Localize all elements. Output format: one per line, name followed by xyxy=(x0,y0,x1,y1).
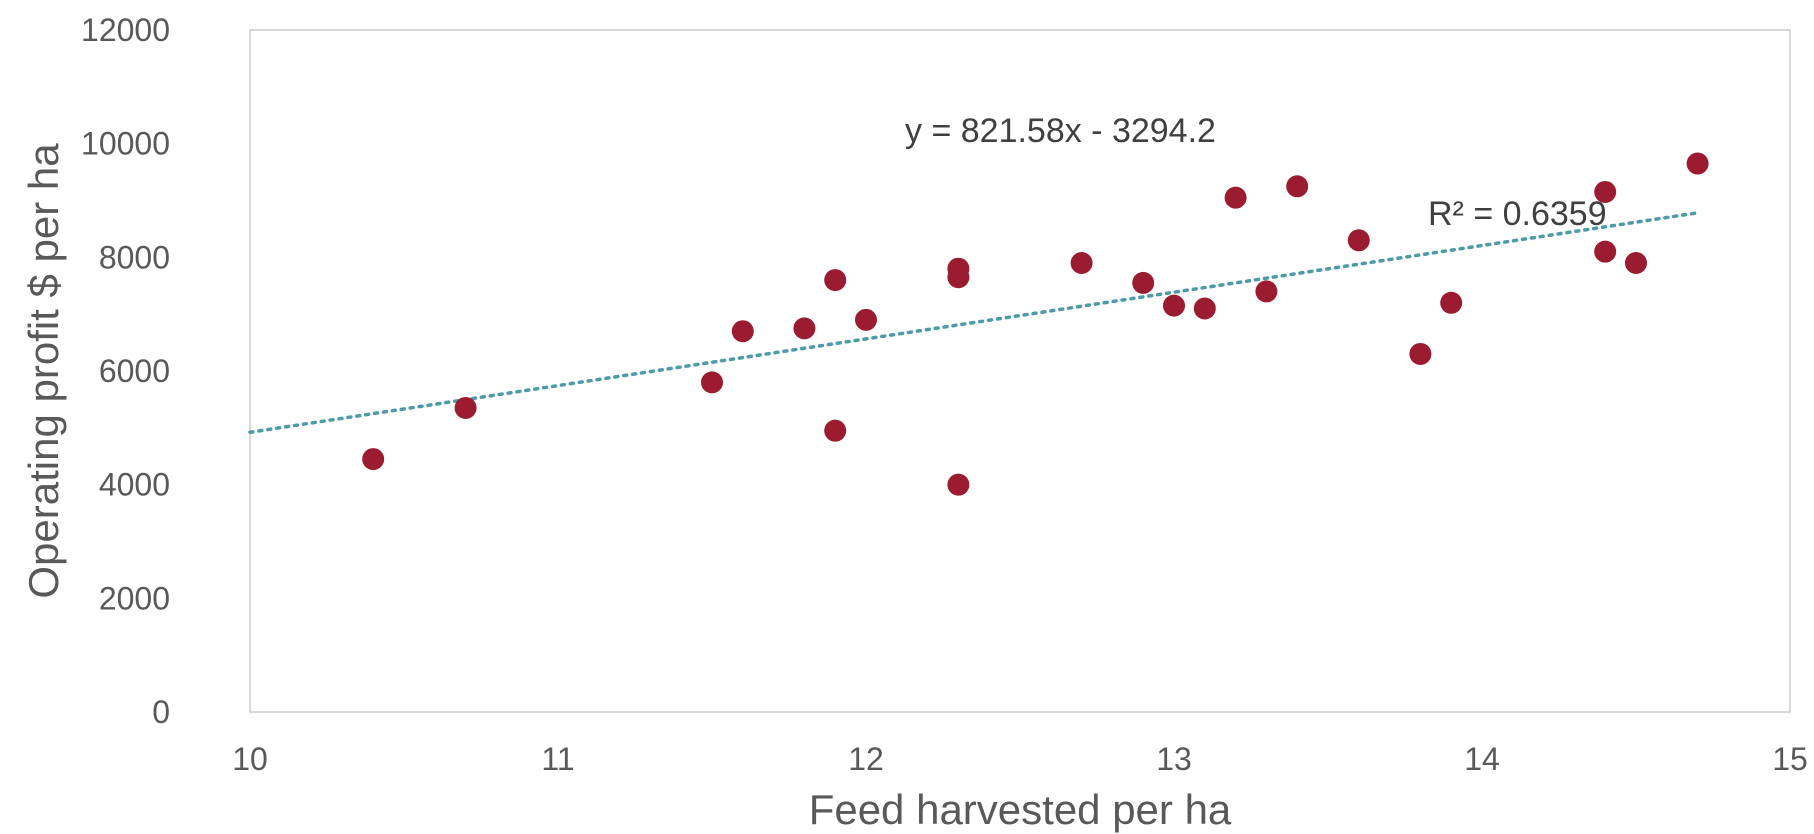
y-tick-label: 4000 xyxy=(99,467,170,503)
data-point xyxy=(947,474,969,496)
data-point xyxy=(1625,252,1647,274)
data-point xyxy=(855,309,877,331)
x-tick-label: 14 xyxy=(1464,741,1500,777)
data-point xyxy=(824,269,846,291)
trendline-r-squared: R² = 0.6359 xyxy=(1428,195,1607,233)
data-point xyxy=(732,320,754,342)
y-tick-label: 6000 xyxy=(99,353,170,389)
y-tick-label: 8000 xyxy=(99,239,170,275)
data-point xyxy=(1225,187,1247,209)
data-point xyxy=(824,420,846,442)
data-point xyxy=(362,448,384,470)
y-tick-label: 0 xyxy=(152,694,170,730)
x-tick-label: 15 xyxy=(1772,741,1808,777)
data-point xyxy=(1286,175,1308,197)
y-tick-label: 12000 xyxy=(81,12,170,48)
data-point xyxy=(947,258,969,280)
data-point xyxy=(1132,272,1154,294)
data-point xyxy=(1687,153,1709,175)
y-tick-label: 10000 xyxy=(81,126,170,162)
y-tick-labels: 0 2000 4000 6000 8000 10000 12000 xyxy=(81,12,170,730)
x-axis-title: Feed harvested per ha xyxy=(809,786,1232,833)
y-tick-label: 2000 xyxy=(99,580,170,616)
data-point xyxy=(455,397,477,419)
data-point xyxy=(1255,280,1277,302)
data-point xyxy=(1163,295,1185,317)
data-point xyxy=(793,317,815,339)
data-point xyxy=(1440,292,1462,314)
x-tick-label: 10 xyxy=(232,741,268,777)
data-point xyxy=(701,371,723,393)
data-point xyxy=(1409,343,1431,365)
x-tick-label: 11 xyxy=(541,741,574,777)
x-tick-label: 13 xyxy=(1156,741,1192,777)
x-tick-labels: 10 11 12 13 14 15 xyxy=(232,741,1808,777)
data-point xyxy=(1348,229,1370,251)
trendline-equation: y = 821.58x - 3294.2 xyxy=(905,112,1216,150)
data-point xyxy=(1594,241,1616,263)
data-point xyxy=(1194,297,1216,319)
y-axis-title: Operating profit $ per ha xyxy=(20,143,67,599)
data-point xyxy=(1071,252,1093,274)
x-tick-label: 12 xyxy=(848,741,884,777)
